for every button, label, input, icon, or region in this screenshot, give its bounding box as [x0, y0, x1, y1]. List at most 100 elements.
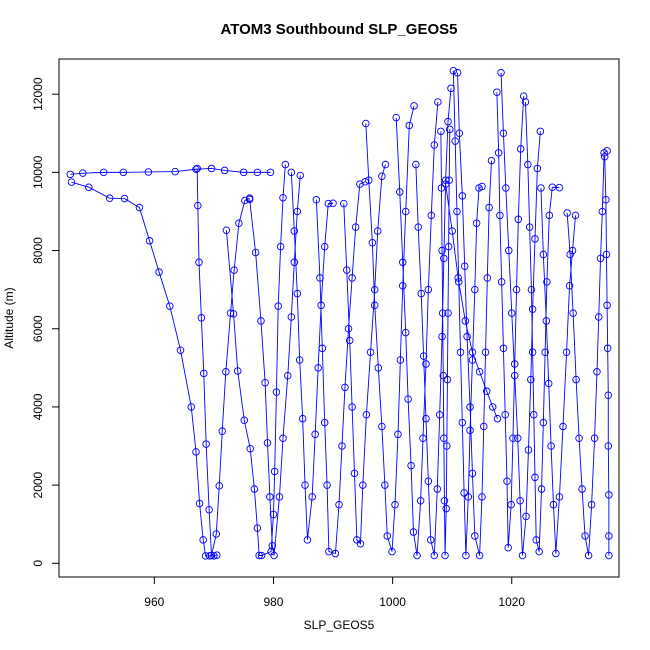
- data-point: [468, 469, 477, 478]
- data-point: [316, 274, 324, 282]
- data-point: [539, 418, 548, 427]
- data-point: [475, 551, 484, 560]
- data-point: [362, 411, 371, 419]
- data-point: [437, 127, 445, 136]
- data-point: [394, 430, 402, 439]
- data-point: [342, 266, 351, 274]
- data-point: [253, 168, 262, 177]
- data-point: [524, 160, 532, 169]
- series-line: [71, 181, 217, 557]
- data-point: [312, 195, 321, 204]
- data-point: [541, 348, 549, 356]
- data-point: [453, 68, 462, 77]
- data-point: [195, 258, 203, 267]
- data-point: [528, 305, 537, 313]
- data-point: [241, 196, 249, 205]
- data-point: [359, 481, 367, 489]
- series-16: [493, 88, 528, 552]
- series-17: [497, 68, 545, 560]
- data-point: [443, 375, 452, 384]
- data-point: [545, 211, 554, 220]
- data-point: [290, 258, 299, 267]
- data-point: [202, 440, 210, 448]
- data-point: [562, 348, 571, 356]
- data-point: [366, 348, 375, 356]
- data-point: [596, 254, 605, 263]
- data-point: [427, 211, 436, 220]
- data-point: [381, 160, 390, 169]
- data-point: [145, 237, 154, 245]
- data-point: [296, 171, 305, 180]
- data-point: [604, 391, 613, 399]
- data-point: [439, 371, 448, 380]
- series-20: [563, 147, 611, 560]
- series-15: [441, 180, 502, 423]
- data-point: [549, 500, 558, 509]
- data-point: [521, 98, 530, 106]
- data-point: [584, 551, 593, 560]
- x-axis: 960 980 1000 1020: [144, 576, 525, 609]
- data-point: [251, 248, 260, 257]
- data-point: [381, 481, 389, 489]
- data-point: [396, 188, 404, 196]
- data-point: [320, 242, 329, 251]
- data-point: [494, 149, 503, 157]
- series-line: [604, 156, 610, 556]
- series-layer: [66, 66, 613, 560]
- data-point: [482, 387, 491, 396]
- data-point: [422, 360, 430, 368]
- data-point: [171, 167, 179, 176]
- series-2: [67, 178, 221, 560]
- series-7: [312, 178, 369, 558]
- data-point: [458, 418, 467, 427]
- data-point: [493, 414, 502, 423]
- data-point: [253, 524, 262, 532]
- series-line: [365, 105, 415, 552]
- data-point: [438, 309, 447, 317]
- data-point: [488, 403, 497, 411]
- series-line: [440, 129, 451, 556]
- data-point: [233, 367, 242, 375]
- series-line: [525, 101, 560, 552]
- data-point: [516, 497, 524, 505]
- data-point: [504, 543, 512, 552]
- data-point: [200, 369, 208, 378]
- data-point: [461, 317, 470, 325]
- data-point: [266, 493, 274, 501]
- x-tick-label: 980: [263, 595, 283, 609]
- data-point: [275, 493, 284, 501]
- data-point: [373, 227, 382, 235]
- data-point: [566, 250, 574, 259]
- x-tick-label: 960: [144, 595, 164, 609]
- data-point: [430, 141, 439, 149]
- data-point: [532, 536, 540, 544]
- data-point: [530, 411, 538, 419]
- data-point: [451, 137, 459, 145]
- data-point: [578, 485, 586, 493]
- data-point: [438, 246, 446, 255]
- data-point: [569, 309, 577, 317]
- data-point: [496, 211, 504, 220]
- data-point: [320, 418, 329, 427]
- data-point: [435, 411, 444, 419]
- data-point: [531, 235, 539, 243]
- series-line: [249, 175, 301, 556]
- data-point: [430, 551, 439, 560]
- data-point: [594, 313, 603, 321]
- data-point: [434, 98, 442, 106]
- data-point: [512, 285, 521, 294]
- data-point: [481, 348, 490, 356]
- data-point: [192, 165, 200, 173]
- data-point: [194, 201, 202, 210]
- data-point: [270, 551, 278, 560]
- data-point: [335, 500, 343, 509]
- data-point: [409, 528, 418, 536]
- data-point: [600, 152, 609, 161]
- data-point: [590, 434, 599, 442]
- data-point: [463, 332, 471, 341]
- data-point: [293, 207, 302, 216]
- data-point: [412, 160, 420, 169]
- data-point: [531, 473, 539, 482]
- x-axis-label: SLP_GEOS5: [304, 618, 375, 632]
